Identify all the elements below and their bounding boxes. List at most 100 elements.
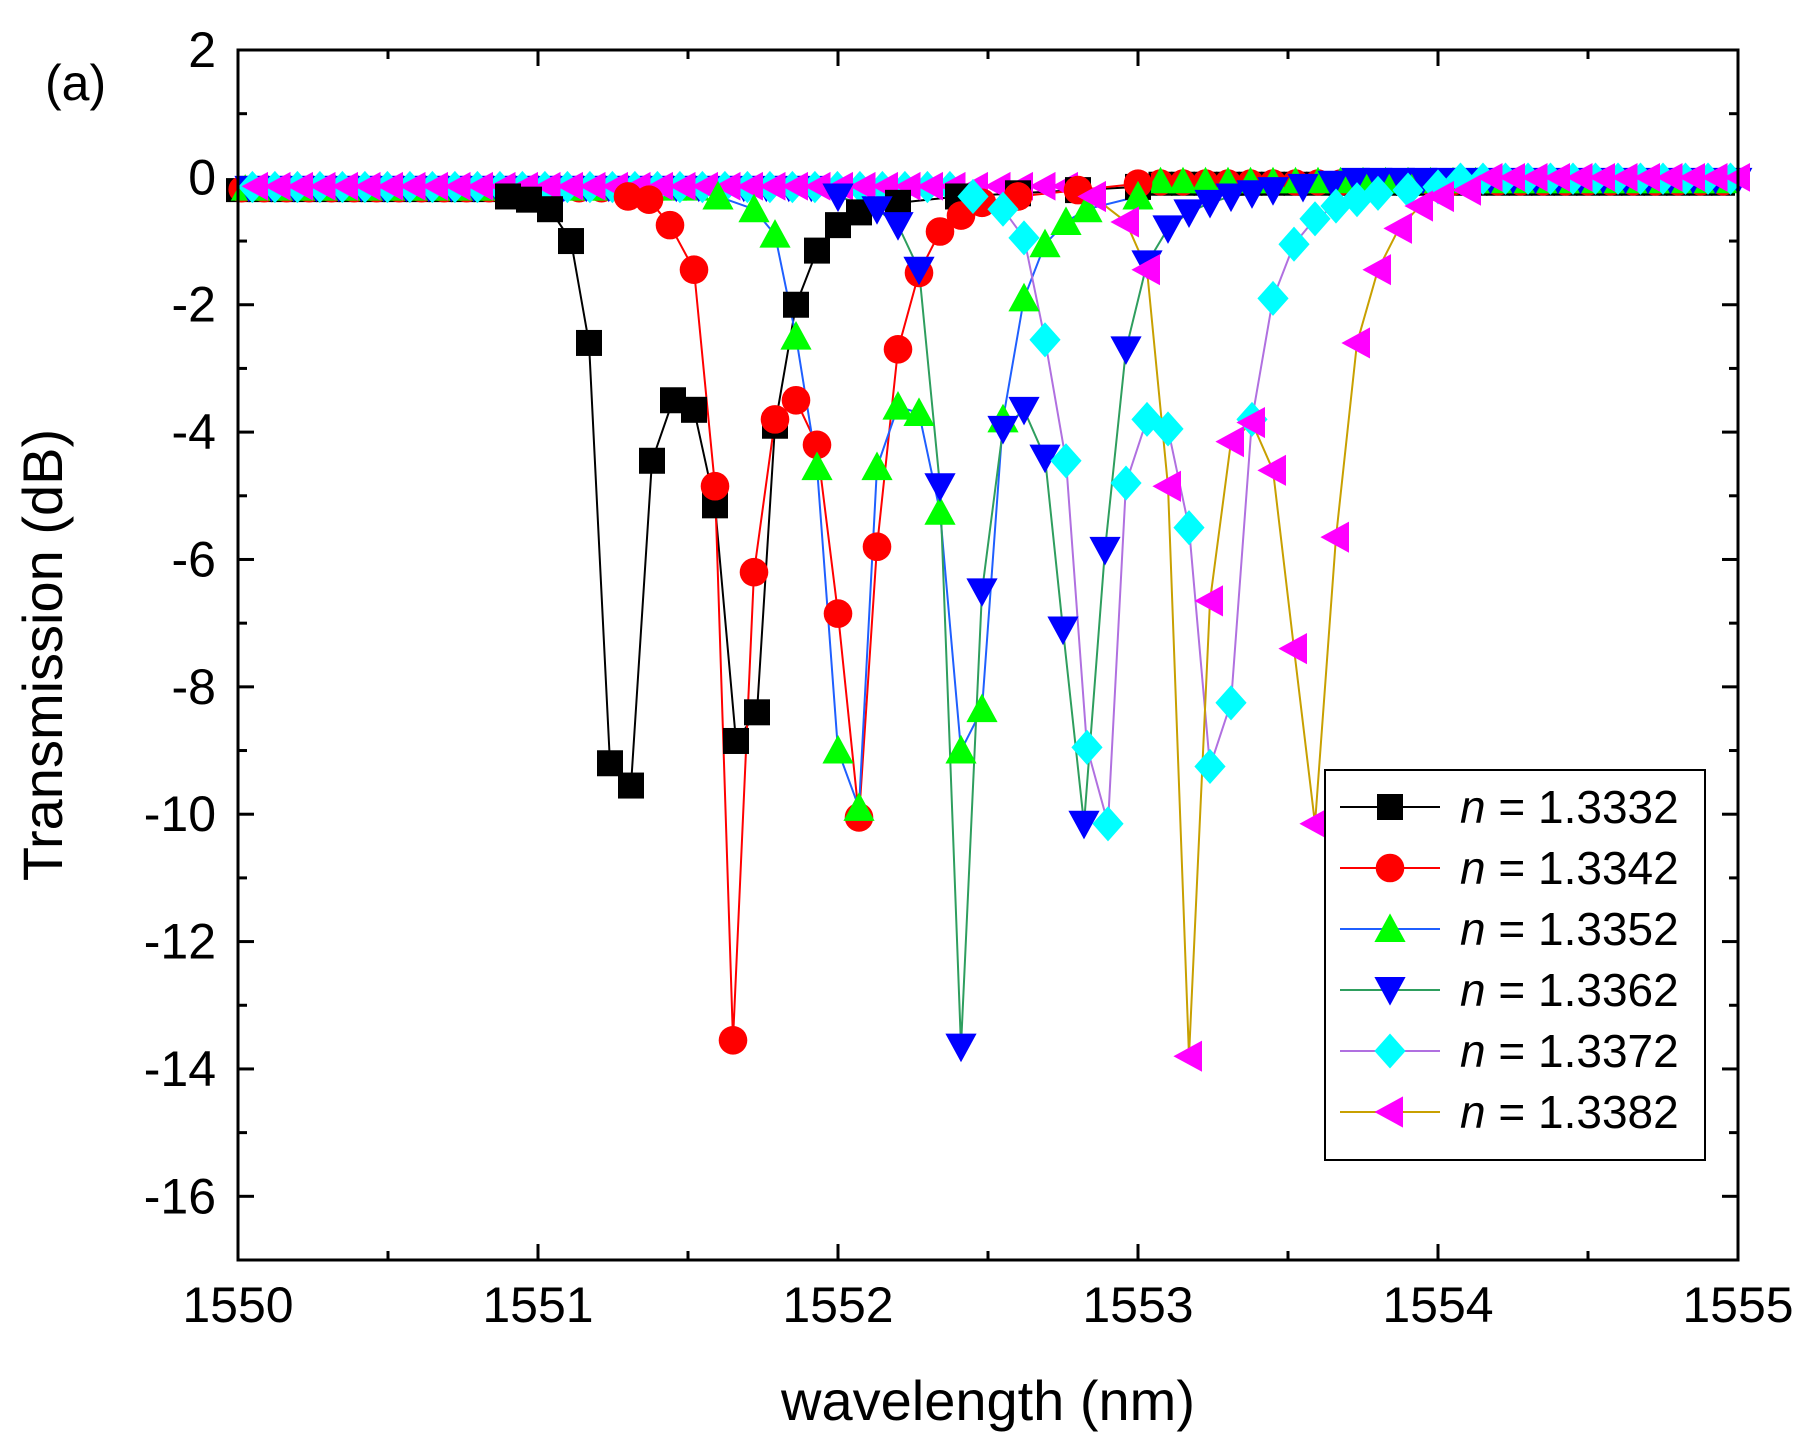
data-point	[1299, 201, 1331, 237]
baseline-point	[849, 171, 876, 201]
baseline-point	[444, 171, 471, 201]
y-tick-label: -16	[144, 1168, 216, 1224]
baseline-point	[1408, 167, 1438, 195]
data-point	[1110, 465, 1142, 501]
baseline-point	[286, 171, 313, 201]
data-point	[1422, 169, 1454, 205]
baseline-point	[1498, 162, 1525, 192]
data-point	[1320, 188, 1352, 224]
data-point	[700, 471, 730, 501]
data-point	[655, 210, 685, 240]
data-point	[1122, 180, 1154, 210]
data-point	[558, 228, 584, 255]
data-point	[1068, 810, 1100, 840]
legend-marker	[1374, 1096, 1403, 1128]
data-point	[903, 256, 935, 286]
data-point	[723, 727, 749, 754]
data-point	[780, 320, 812, 350]
legend-marker	[1374, 977, 1406, 1006]
legend-label: n = 1.3352	[1460, 903, 1679, 955]
legend-marker	[1374, 1033, 1406, 1069]
data-point	[1341, 327, 1370, 359]
data-point	[681, 396, 707, 423]
data-point	[861, 451, 893, 481]
data-point	[634, 185, 664, 214]
y-tick-label: 0	[188, 149, 216, 205]
x-tick-labels: 1550 1551 1552 1553 1554 1555	[182, 1277, 1793, 1333]
data-point	[1008, 282, 1040, 312]
data-point	[613, 182, 643, 211]
legend-label: n = 1.3372	[1460, 1025, 1679, 1077]
baseline-point	[534, 171, 561, 201]
x-tick-label: 1550	[182, 1277, 293, 1333]
data-point	[823, 599, 853, 628]
baseline-point	[331, 171, 358, 201]
baseline-point	[1029, 171, 1056, 201]
y-tick-label: -4	[172, 404, 216, 460]
x-axis-title: wavelength (nm)	[780, 1369, 1195, 1432]
data-point	[1152, 470, 1181, 502]
data-point	[1194, 748, 1226, 784]
baseline-point	[669, 171, 696, 201]
data-point	[987, 415, 1019, 445]
baseline-point	[421, 171, 448, 201]
data-point	[702, 180, 734, 210]
baseline-point	[376, 171, 403, 201]
baseline-point	[354, 171, 381, 201]
data-point	[1152, 215, 1184, 244]
data-point	[1257, 280, 1289, 316]
data-point	[1131, 254, 1160, 286]
baseline-point	[1611, 162, 1638, 192]
data-point	[957, 178, 989, 215]
data-point	[1029, 444, 1061, 474]
legend-marker	[1374, 913, 1406, 942]
legend-marker	[1375, 853, 1405, 883]
data-point	[537, 196, 563, 223]
y-tick-label: -6	[172, 531, 216, 587]
baseline-point	[1633, 162, 1660, 192]
y-tick-label: -10	[144, 786, 216, 842]
baseline-point	[1146, 166, 1175, 194]
data-point	[925, 217, 955, 246]
legend-label: n = 1.3332	[1460, 781, 1679, 833]
baseline-point	[646, 171, 673, 201]
data-point	[1341, 182, 1373, 218]
baseline-point	[714, 171, 741, 201]
y-tick-label: -12	[144, 914, 216, 970]
data-point	[1050, 443, 1082, 479]
data-point	[597, 750, 623, 777]
legend-label: n = 1.3342	[1460, 842, 1679, 894]
baseline-point	[579, 171, 606, 201]
data-point	[738, 193, 770, 223]
data-point	[1194, 189, 1226, 219]
x-tick-label: 1555	[1682, 1277, 1793, 1333]
legend-marker	[1377, 794, 1403, 820]
data-point	[744, 699, 770, 726]
x-tick-label: 1553	[1082, 1277, 1193, 1333]
baseline-point	[1678, 162, 1705, 192]
legend: n = 1.3332 n = 1.3342 n = 1.3352 n = 1.3362…	[1324, 769, 1706, 1161]
data-point	[1194, 585, 1223, 617]
data-point	[843, 792, 875, 821]
baseline-point	[1543, 162, 1570, 192]
data-point	[987, 191, 1019, 227]
data-point	[1071, 729, 1103, 765]
data-point	[1008, 220, 1040, 256]
data-point	[1452, 174, 1481, 206]
baseline-point	[1656, 162, 1683, 192]
series-line	[972, 185, 1439, 825]
baseline-point	[1168, 166, 1198, 194]
data-point	[1077, 180, 1106, 213]
baseline-point	[241, 171, 268, 201]
data-point	[924, 473, 956, 502]
data-point	[966, 693, 998, 723]
data-point	[1257, 454, 1286, 486]
y-tick-labels: 2 0 -2 -4 -6 -8 -10 -12 -14 -16	[144, 22, 216, 1224]
data-point	[1110, 336, 1142, 365]
y-tick-label: -8	[172, 659, 216, 715]
data-point	[945, 734, 977, 764]
data-point	[1029, 322, 1061, 358]
x-tick-label: 1552	[782, 1277, 893, 1333]
data-point	[1173, 510, 1205, 546]
y-tick-label: -14	[144, 1041, 216, 1097]
